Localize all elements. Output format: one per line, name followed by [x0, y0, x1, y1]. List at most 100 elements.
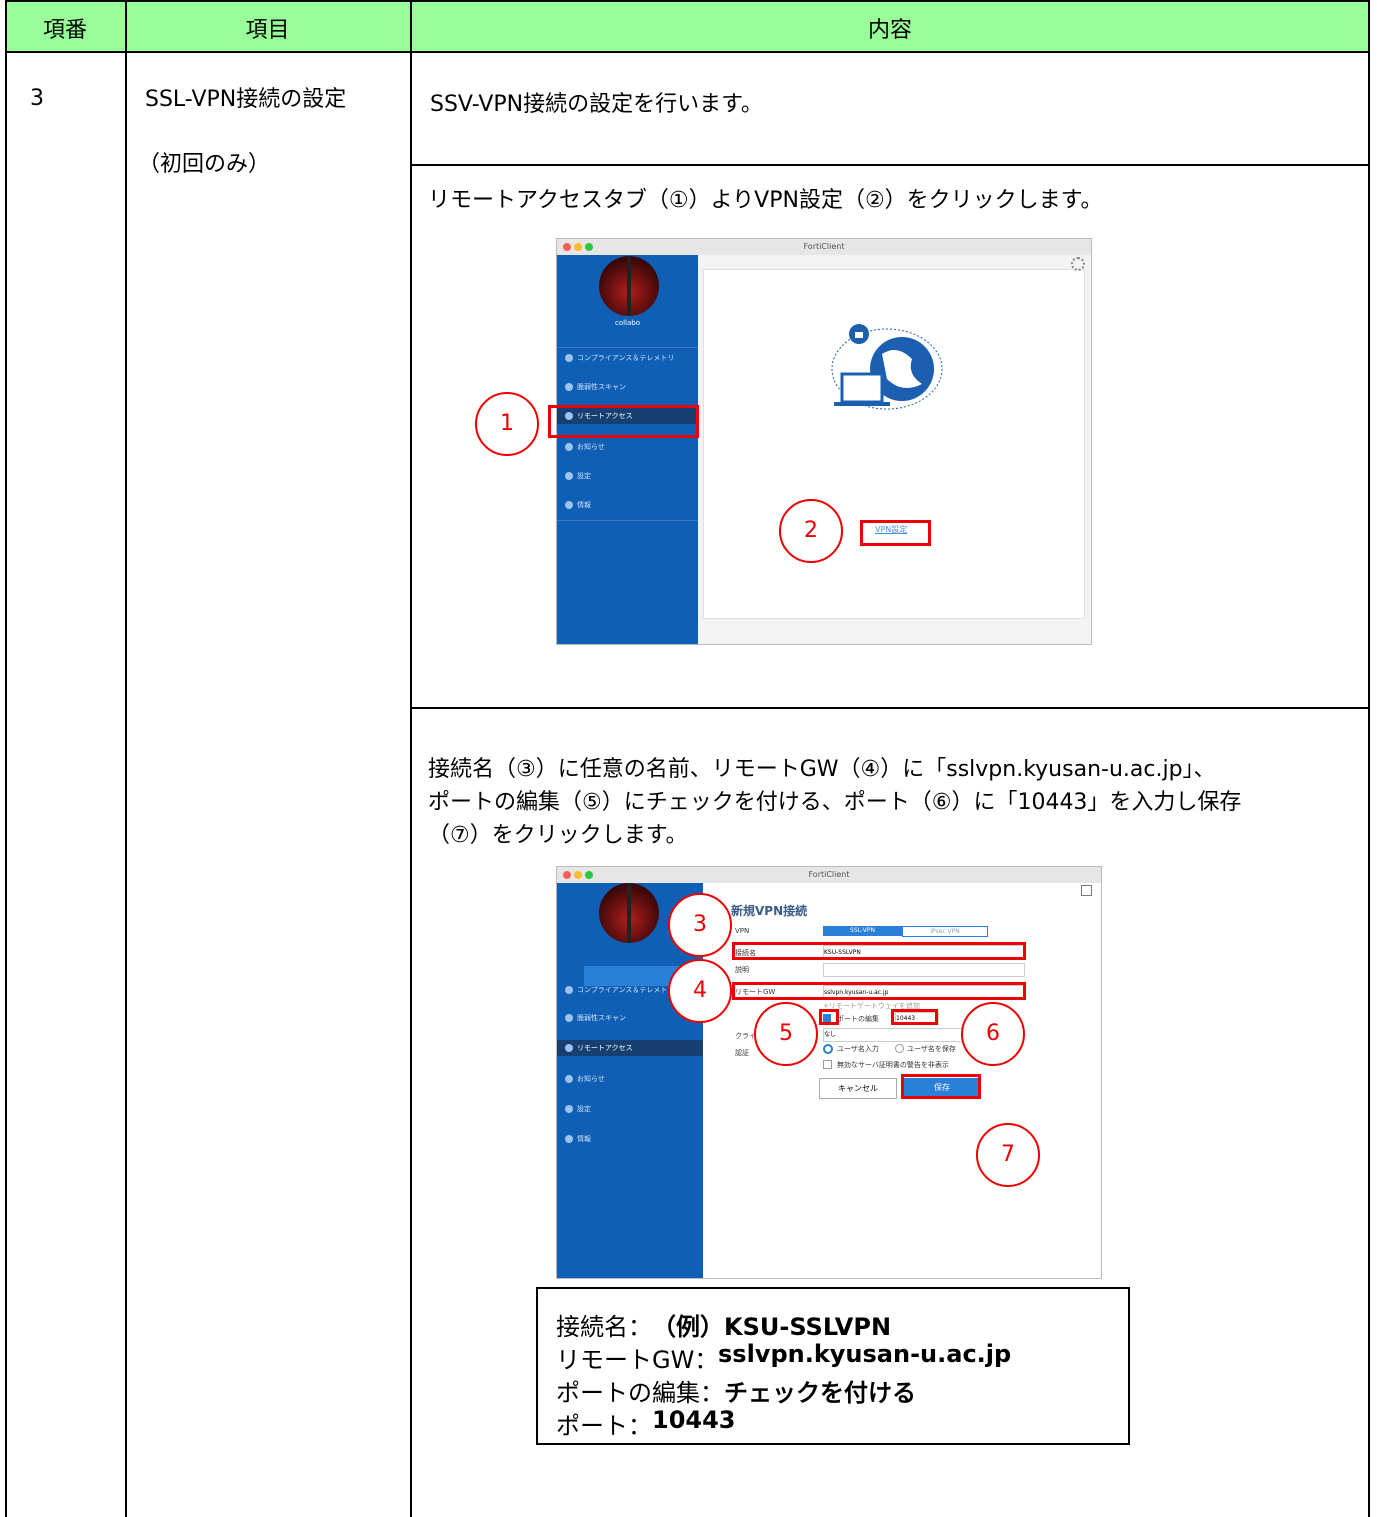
table-line	[410, 164, 1370, 166]
table-line	[410, 0, 412, 1517]
note-box: 接続名： （例）KSU-SSLVPN リモートGW： sslvpn.kyusan-u.…	[536, 1287, 1130, 1445]
content-panel	[703, 269, 1085, 619]
callout: 4	[668, 959, 732, 1023]
item: SSL-VPN接続の設定	[145, 87, 347, 112]
table-line	[5, 0, 1370, 2]
menu-icon	[565, 501, 573, 509]
window-dot	[574, 243, 582, 251]
table-line	[5, 51, 1370, 53]
menu-icon	[565, 412, 573, 420]
highlight-box	[548, 405, 699, 438]
table-line	[1368, 0, 1370, 1517]
highlight-box	[860, 520, 931, 546]
auth-option: ユーザ名入力	[837, 1045, 879, 1053]
note-value: （例）KSU-SSLVPN	[652, 1313, 892, 1341]
form-label: 接続名	[735, 949, 756, 957]
menu-item: 設定	[577, 1105, 591, 1113]
menu-item: リモートアクセス	[577, 412, 633, 420]
screenshot: FortiClient コンプライアンス＆テレメトリ 脆弱性スキャン リモートアクセス…	[556, 866, 1102, 1279]
window-dot	[574, 871, 582, 879]
menu-icon	[565, 1105, 573, 1113]
radio	[895, 1044, 904, 1053]
menu-item: 設定	[577, 472, 591, 480]
note-label: リモートGW：	[556, 1346, 719, 1374]
divider	[557, 520, 698, 521]
hide-warning: 無効なサーバ証明書の警告を非表示	[837, 1061, 949, 1069]
checkbox	[823, 1014, 831, 1022]
menu-item: 情報	[577, 1135, 591, 1143]
user-name: collabo	[614, 319, 641, 327]
menu-item: 情報	[577, 501, 591, 509]
window-dot	[563, 243, 571, 251]
screenshot: FortiClient collabo コンプライアンス＆テレメトリ 脆弱性スキャンリ…	[556, 238, 1092, 645]
menu-item: 脆弱性スキャン	[577, 1014, 626, 1022]
vpn-link: VPN設定	[875, 525, 908, 534]
form-label: 認証	[735, 1049, 749, 1057]
table-line	[410, 707, 1370, 709]
window-title: FortiClient	[557, 239, 1091, 255]
add-gateway: +リモートゲートウェイを追加	[823, 1002, 920, 1010]
menu-icon	[565, 354, 573, 362]
radio	[823, 1044, 833, 1054]
step-text: （⑦）をクリックします。	[428, 823, 688, 848]
table-line	[5, 0, 7, 1517]
callout: 7	[976, 1123, 1040, 1187]
step-text: リモートアクセスタブ（①）よりVPN設定（②）をクリックします。	[428, 188, 1103, 213]
menu-item: コンプライアンス＆テレメトリ	[577, 986, 675, 994]
menu-icon	[565, 1075, 573, 1083]
window-dot	[563, 871, 571, 879]
cancel-button: キャンセル	[819, 1078, 897, 1099]
form-label: リモートGW	[735, 988, 776, 996]
sidebar: collabo コンプライアンス＆テレメトリ 脆弱性スキャン リモートアクセス お知らせ…	[557, 255, 698, 644]
user-bar	[584, 966, 691, 986]
menu-item: コンプライアンス＆テレメトリ	[577, 354, 675, 362]
menu-icon	[565, 1135, 573, 1143]
save-button: 保存	[904, 1078, 980, 1098]
form-label: 説明	[735, 966, 749, 974]
step-text: 接続名（③）に任意の名前、リモートGW（④）に「sslvpn.kyusan-u.…	[428, 757, 1216, 782]
cert-field: なし	[823, 1028, 965, 1042]
note-value: チェックを付ける	[724, 1379, 916, 1407]
menu-icon	[565, 443, 573, 451]
window-dot	[585, 243, 593, 251]
divider	[557, 347, 698, 348]
highlight-box	[901, 1074, 981, 1099]
form-label: VPN	[735, 927, 750, 935]
header-cell: 内容	[867, 18, 912, 43]
gear-icon	[1071, 257, 1085, 271]
close-button	[1081, 885, 1092, 896]
menu-item: お知らせ	[577, 1075, 605, 1083]
menu-highlight	[557, 408, 698, 424]
vpn-illustration	[831, 324, 943, 410]
avatar-strings	[627, 256, 631, 316]
callout: 6	[961, 1002, 1025, 1066]
step-text: ポートの編集（⑤）にチェックを付ける、ポート（⑥）に「10443」を入力し保存	[428, 790, 1242, 815]
note-value: 10443	[652, 1406, 736, 1434]
menu-item: 脆弱性スキャン	[577, 383, 626, 391]
header-cell: 項目	[245, 18, 290, 43]
menu-highlight	[557, 1040, 703, 1056]
highlight-box	[732, 942, 1026, 960]
note-label: ポートの編集：	[556, 1379, 724, 1407]
window-dot	[585, 871, 593, 879]
callout: 3	[668, 893, 732, 957]
item-note: （初回のみ）	[138, 152, 271, 177]
tab-active: SSL-VPN	[823, 926, 902, 936]
header-bg	[5, 0, 1370, 52]
description-field	[823, 963, 1025, 977]
auth-option: ユーザ名を保存	[907, 1045, 956, 1053]
row-number: 3	[30, 86, 44, 111]
menu-icon	[565, 383, 573, 391]
menu-item: お知らせ	[577, 443, 605, 451]
tab: IPsec VPN	[902, 926, 988, 937]
callout: 5	[754, 1002, 818, 1066]
avatar-strings	[627, 883, 631, 943]
menu-icon	[565, 1014, 573, 1022]
step-text: SSV-VPN接続の設定を行います。	[430, 92, 763, 117]
note-label: 接続名：	[556, 1313, 652, 1341]
menu-item: リモートアクセス	[577, 1044, 633, 1052]
note-value: sslvpn.kyusan-u.ac.jp	[718, 1340, 1012, 1368]
window-title: FortiClient	[557, 867, 1101, 883]
table-line	[125, 0, 127, 1517]
